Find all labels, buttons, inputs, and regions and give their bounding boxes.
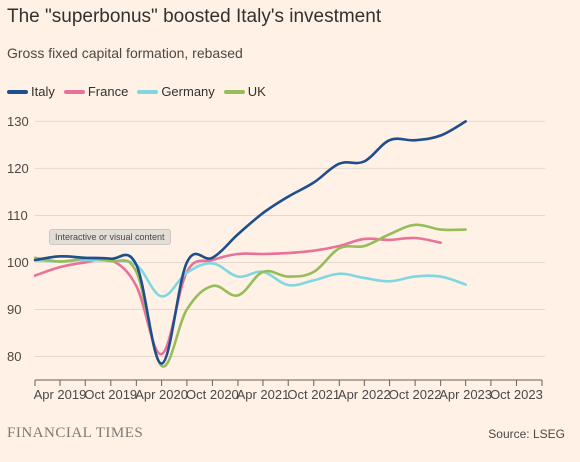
y-tick-label: 80 xyxy=(7,349,21,364)
series-line-germany xyxy=(33,258,467,298)
x-tick-label: Oct 2020 xyxy=(186,387,239,402)
series-line-uk xyxy=(33,223,467,368)
y-tick-label: 120 xyxy=(7,161,29,176)
x-tick-label: Oct 2022 xyxy=(389,387,442,402)
interactive-badge: Interactive or visual content xyxy=(49,229,171,245)
series-line-italy xyxy=(33,120,467,365)
legend-swatch xyxy=(137,89,159,94)
legend-label: France xyxy=(87,84,129,99)
x-tick-label: Apr 2022 xyxy=(338,387,391,402)
legend-label: Italy xyxy=(31,84,55,99)
x-tick-label: Apr 2020 xyxy=(135,387,188,402)
x-tick-label: Oct 2021 xyxy=(287,387,340,402)
y-tick-label: 90 xyxy=(7,302,21,317)
y-tick-label: 110 xyxy=(7,208,28,223)
legend-swatch xyxy=(7,89,28,94)
legend-item-germany: Germany xyxy=(137,84,215,99)
chart-title: The "superbonus" boosted Italy's investm… xyxy=(7,6,382,27)
chart-subtitle: Gross fixed capital formation, rebased xyxy=(7,45,243,61)
y-tick-label: 100 xyxy=(7,255,29,270)
y-tick-label: 130 xyxy=(7,114,29,129)
legend-swatch xyxy=(223,89,245,94)
source-note: Source: LSEG xyxy=(488,427,565,441)
x-tick-label: Apr 2023 xyxy=(439,387,492,402)
x-tick-label: Apr 2019 xyxy=(34,387,87,402)
x-tick-label: Oct 2019 xyxy=(84,387,137,402)
legend-label: Germany xyxy=(161,84,215,99)
legend-label: UK xyxy=(247,84,266,99)
x-tick-label: Apr 2021 xyxy=(237,387,290,402)
legend-swatch xyxy=(63,89,85,94)
legend-item-uk: UK xyxy=(223,84,266,99)
x-tick-label: Oct 2023 xyxy=(490,387,543,402)
legend-item-france: France xyxy=(63,84,129,99)
chart-legend: Italy France Germany UK xyxy=(7,84,266,99)
ft-logo: FINANCIAL TIMES xyxy=(7,425,144,441)
legend-item-italy: Italy xyxy=(7,84,55,99)
